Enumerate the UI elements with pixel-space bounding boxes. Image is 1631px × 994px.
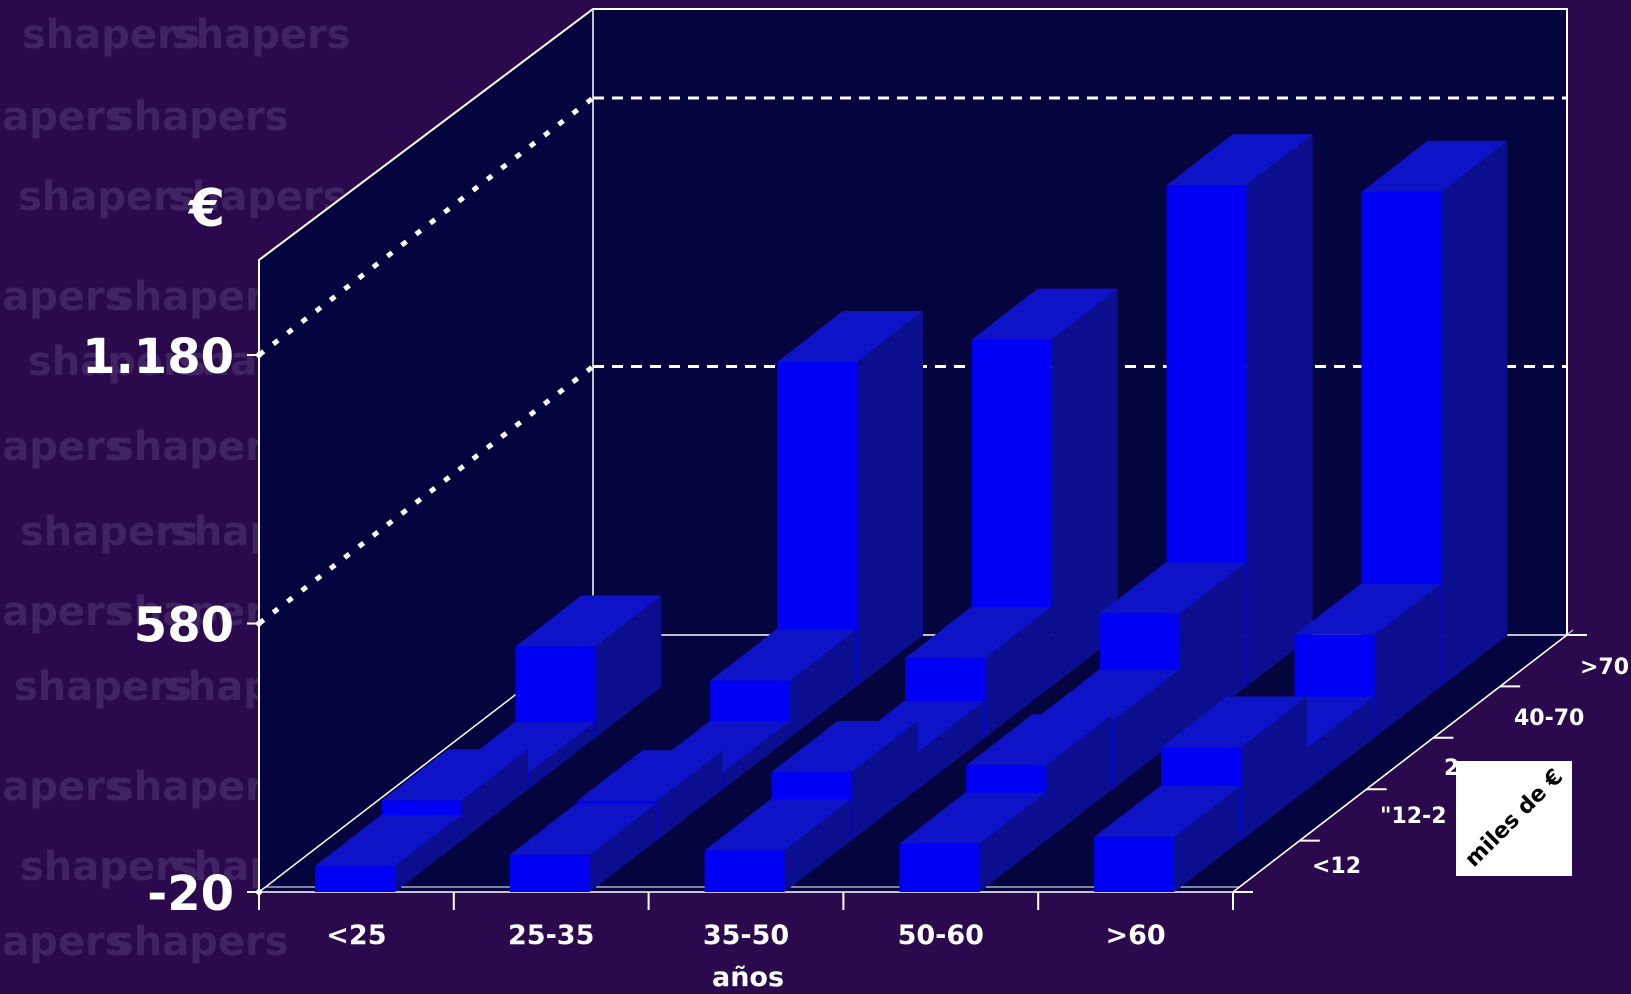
- gridlines: [257, 96, 1567, 626]
- watermark-text: shapers: [18, 174, 197, 220]
- bar-side: [595, 595, 662, 738]
- bar-front: [315, 866, 395, 892]
- bar-top: [1094, 785, 1241, 837]
- bar-top: [905, 607, 1051, 659]
- watermark-text: shapers: [20, 509, 199, 555]
- bar-side: [851, 721, 918, 841]
- watermark-text: shapers: [0, 274, 129, 320]
- y-tick-label: 580: [134, 598, 234, 654]
- bar-side: [528, 722, 595, 790]
- x-tick-label: <25: [326, 920, 386, 951]
- watermark-text: shapers: [28, 339, 207, 385]
- bar-front: [1094, 836, 1175, 892]
- bar-front: [899, 843, 980, 892]
- bar-top: [971, 288, 1118, 340]
- bar-front: [509, 854, 590, 892]
- bar-top: [1099, 562, 1246, 614]
- bar-side: [589, 803, 656, 892]
- x-tick-label: 50-60: [898, 920, 984, 951]
- bar-top: [315, 815, 461, 867]
- watermark-text: shapers: [0, 424, 129, 470]
- bar-top: [515, 595, 662, 647]
- watermark-text: shapers: [110, 94, 289, 140]
- bar-side: [784, 799, 851, 892]
- z-tick-label: 40-70: [1514, 706, 1584, 731]
- bar-side: [1374, 583, 1441, 738]
- watermark-text: shapers: [110, 919, 289, 965]
- bar-side: [656, 750, 723, 841]
- bar-top: [1361, 140, 1508, 192]
- bar-side: [1113, 669, 1179, 790]
- left-wall: [259, 9, 593, 892]
- bar-side: [1174, 785, 1241, 892]
- bar-top: [1161, 696, 1307, 748]
- unit-label: €: [188, 179, 225, 239]
- x-tick-label: 35-50: [703, 920, 789, 951]
- bar-top: [704, 799, 851, 851]
- y-tick-dot: [256, 620, 262, 627]
- bar-side: [1051, 288, 1118, 687]
- bar-side: [723, 721, 790, 790]
- bar: [1094, 785, 1241, 892]
- bar: [315, 815, 461, 892]
- bar-side: [461, 749, 528, 841]
- bar-front: [704, 850, 785, 892]
- z-tick-label: >70: [1580, 655, 1629, 680]
- floor-edge-inner-side: [1238, 629, 1574, 888]
- bar-side: [1241, 696, 1307, 841]
- bar-top: [777, 310, 923, 362]
- bar-side: [395, 815, 461, 892]
- x-axis-title: años: [712, 962, 784, 990]
- bar-side: [1441, 140, 1508, 687]
- watermark-text: shapers: [0, 764, 129, 810]
- bar: [704, 799, 851, 892]
- watermark-text: shapers: [20, 844, 199, 890]
- bar: [509, 803, 656, 892]
- watermark-text: shapers: [168, 174, 347, 220]
- bar-top: [966, 714, 1113, 766]
- y-tick-label: -20: [147, 866, 234, 922]
- x-tick-label: >60: [1105, 920, 1165, 951]
- bar-top: [710, 629, 857, 681]
- bar-side: [1179, 562, 1246, 738]
- z-tick-label: 2: [1444, 756, 1459, 781]
- bar-top: [509, 803, 656, 855]
- z-axis-title-box: miles de €: [1456, 761, 1572, 876]
- axes-layer: 1.180 580 -20 <25 25-35 35-50 50-60 >60 <12 "12-2…: [82, 329, 1629, 951]
- y-tick-label: 1.180: [82, 329, 234, 385]
- bar-top: [1294, 583, 1441, 635]
- bar-top: [771, 721, 918, 773]
- z-tick-label: <12: [1312, 854, 1361, 879]
- z-tick-label: "12-2: [1380, 804, 1447, 829]
- bar-side: [918, 701, 985, 790]
- watermark-text: shapers: [0, 919, 129, 965]
- bar-side: [1246, 134, 1313, 687]
- x-tick-label: 25-35: [508, 920, 594, 951]
- bar-side: [857, 310, 923, 687]
- bar-side: [1046, 714, 1113, 841]
- bar-side: [979, 792, 1046, 892]
- bar-side: [985, 607, 1051, 738]
- watermark-text: shapers: [172, 12, 351, 58]
- bar-top: [899, 792, 1046, 844]
- bar-top: [381, 749, 528, 801]
- bar: [899, 792, 1046, 892]
- bar-top: [576, 750, 723, 802]
- bar-side: [1307, 696, 1374, 790]
- watermark-text: shapers: [14, 664, 193, 710]
- watermark-text: shapers: [0, 589, 129, 635]
- watermark-layer: shapersshapersshapersshapersshapersshape…: [0, 12, 357, 965]
- bar-top: [1166, 134, 1313, 186]
- watermark-text: shapers: [22, 12, 201, 58]
- bar-side: [790, 629, 857, 738]
- y-tick-dot: [256, 352, 262, 358]
- bar-top: [1033, 669, 1179, 721]
- z-axis-title-background: [1456, 761, 1572, 876]
- bars-layer: [315, 134, 1508, 892]
- watermark-text: shapers: [0, 94, 129, 140]
